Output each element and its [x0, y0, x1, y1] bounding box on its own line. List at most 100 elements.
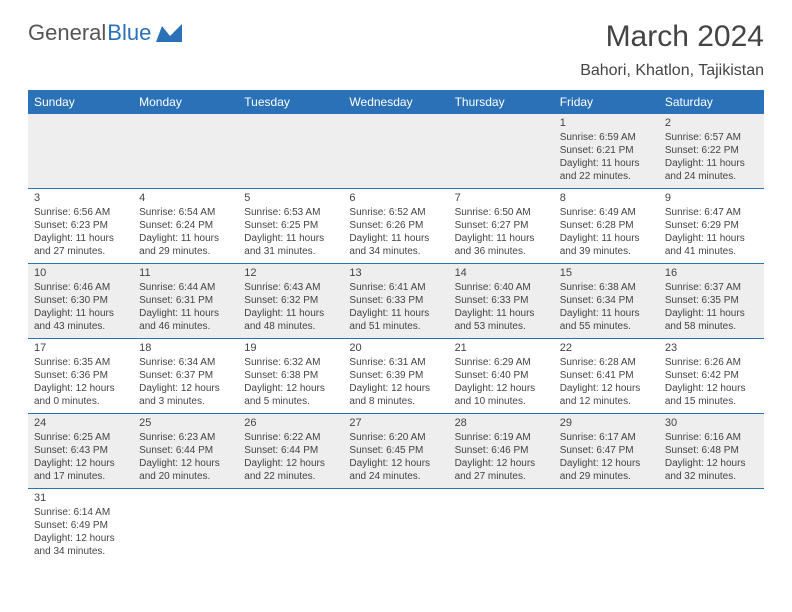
day-cell: 2Sunrise: 6:57 AMSunset: 6:22 PMDaylight…	[659, 114, 764, 189]
sunset-line: Sunset: 6:24 PM	[139, 219, 232, 232]
day-number: 18	[139, 341, 232, 355]
sunrise-line: Sunrise: 6:14 AM	[34, 506, 127, 519]
sunset-line: Sunset: 6:36 PM	[34, 369, 127, 382]
day-number: 9	[665, 191, 758, 205]
day-number: 21	[455, 341, 548, 355]
day-number: 20	[349, 341, 442, 355]
daylight-line: Daylight: 12 hours and 12 minutes.	[560, 382, 653, 408]
day-number: 11	[139, 266, 232, 280]
day-cell: 7Sunrise: 6:50 AMSunset: 6:27 PMDaylight…	[449, 189, 554, 264]
day-header: Tuesday	[238, 90, 343, 114]
day-number: 8	[560, 191, 653, 205]
day-number: 31	[34, 491, 127, 505]
day-cell: 8Sunrise: 6:49 AMSunset: 6:28 PMDaylight…	[554, 189, 659, 264]
sunset-line: Sunset: 6:41 PM	[560, 369, 653, 382]
day-number: 4	[139, 191, 232, 205]
sunset-line: Sunset: 6:43 PM	[34, 444, 127, 457]
sunset-line: Sunset: 6:33 PM	[349, 294, 442, 307]
sunrise-line: Sunrise: 6:38 AM	[560, 281, 653, 294]
day-cell: 22Sunrise: 6:28 AMSunset: 6:41 PMDayligh…	[554, 339, 659, 414]
sunset-line: Sunset: 6:23 PM	[34, 219, 127, 232]
daylight-line: Daylight: 12 hours and 34 minutes.	[34, 532, 127, 558]
day-cell: 17Sunrise: 6:35 AMSunset: 6:36 PMDayligh…	[28, 339, 133, 414]
day-number: 10	[34, 266, 127, 280]
sunrise-line: Sunrise: 6:32 AM	[244, 356, 337, 369]
week-row: 31Sunrise: 6:14 AMSunset: 6:49 PMDayligh…	[28, 489, 764, 564]
sunset-line: Sunset: 6:34 PM	[560, 294, 653, 307]
sunrise-line: Sunrise: 6:57 AM	[665, 131, 758, 144]
sunset-line: Sunset: 6:39 PM	[349, 369, 442, 382]
logo-text-1: General	[28, 20, 106, 46]
sunset-line: Sunset: 6:38 PM	[244, 369, 337, 382]
day-cell	[449, 489, 554, 564]
day-cell	[28, 114, 133, 189]
location: Bahori, Khatlon, Tajikistan	[580, 62, 764, 80]
sunset-line: Sunset: 6:47 PM	[560, 444, 653, 457]
sunset-line: Sunset: 6:32 PM	[244, 294, 337, 307]
month-title: March 2024	[580, 20, 764, 54]
logo-flag-icon	[156, 24, 182, 42]
day-number: 2	[665, 116, 758, 130]
day-header: Monday	[133, 90, 238, 114]
day-header: Saturday	[659, 90, 764, 114]
daylight-line: Daylight: 12 hours and 0 minutes.	[34, 382, 127, 408]
sunrise-line: Sunrise: 6:28 AM	[560, 356, 653, 369]
week-row: 24Sunrise: 6:25 AMSunset: 6:43 PMDayligh…	[28, 414, 764, 489]
day-cell: 13Sunrise: 6:41 AMSunset: 6:33 PMDayligh…	[343, 264, 448, 339]
sunrise-line: Sunrise: 6:37 AM	[665, 281, 758, 294]
day-number: 1	[560, 116, 653, 130]
week-row: 10Sunrise: 6:46 AMSunset: 6:30 PMDayligh…	[28, 264, 764, 339]
daylight-line: Daylight: 11 hours and 58 minutes.	[665, 307, 758, 333]
day-cell	[238, 114, 343, 189]
sunset-line: Sunset: 6:48 PM	[665, 444, 758, 457]
day-cell: 29Sunrise: 6:17 AMSunset: 6:47 PMDayligh…	[554, 414, 659, 489]
daylight-line: Daylight: 11 hours and 27 minutes.	[34, 232, 127, 258]
daylight-line: Daylight: 11 hours and 41 minutes.	[665, 232, 758, 258]
day-number: 15	[560, 266, 653, 280]
daylight-line: Daylight: 11 hours and 53 minutes.	[455, 307, 548, 333]
sunset-line: Sunset: 6:49 PM	[34, 519, 127, 532]
daylight-line: Daylight: 11 hours and 39 minutes.	[560, 232, 653, 258]
sunrise-line: Sunrise: 6:16 AM	[665, 431, 758, 444]
daylight-line: Daylight: 11 hours and 29 minutes.	[139, 232, 232, 258]
daylight-line: Daylight: 12 hours and 20 minutes.	[139, 457, 232, 483]
sunrise-line: Sunrise: 6:29 AM	[455, 356, 548, 369]
daylight-line: Daylight: 11 hours and 36 minutes.	[455, 232, 548, 258]
daylight-line: Daylight: 12 hours and 17 minutes.	[34, 457, 127, 483]
day-cell	[343, 114, 448, 189]
sunrise-line: Sunrise: 6:53 AM	[244, 206, 337, 219]
daylight-line: Daylight: 12 hours and 5 minutes.	[244, 382, 337, 408]
day-number: 19	[244, 341, 337, 355]
daylight-line: Daylight: 12 hours and 3 minutes.	[139, 382, 232, 408]
sunset-line: Sunset: 6:37 PM	[139, 369, 232, 382]
sunset-line: Sunset: 6:31 PM	[139, 294, 232, 307]
sunrise-line: Sunrise: 6:34 AM	[139, 356, 232, 369]
sunrise-line: Sunrise: 6:23 AM	[139, 431, 232, 444]
logo: GeneralBlue	[28, 20, 182, 46]
sunrise-line: Sunrise: 6:56 AM	[34, 206, 127, 219]
daylight-line: Daylight: 11 hours and 31 minutes.	[244, 232, 337, 258]
day-cell	[133, 114, 238, 189]
sunrise-line: Sunrise: 6:40 AM	[455, 281, 548, 294]
day-cell	[554, 489, 659, 564]
day-header: Friday	[554, 90, 659, 114]
daylight-line: Daylight: 11 hours and 34 minutes.	[349, 232, 442, 258]
sunrise-line: Sunrise: 6:47 AM	[665, 206, 758, 219]
sunrise-line: Sunrise: 6:50 AM	[455, 206, 548, 219]
sunset-line: Sunset: 6:26 PM	[349, 219, 442, 232]
day-cell: 31Sunrise: 6:14 AMSunset: 6:49 PMDayligh…	[28, 489, 133, 564]
sunset-line: Sunset: 6:25 PM	[244, 219, 337, 232]
day-cell: 27Sunrise: 6:20 AMSunset: 6:45 PMDayligh…	[343, 414, 448, 489]
day-cell: 28Sunrise: 6:19 AMSunset: 6:46 PMDayligh…	[449, 414, 554, 489]
day-cell	[133, 489, 238, 564]
day-cell: 6Sunrise: 6:52 AMSunset: 6:26 PMDaylight…	[343, 189, 448, 264]
day-number: 3	[34, 191, 127, 205]
sunrise-line: Sunrise: 6:31 AM	[349, 356, 442, 369]
daylight-line: Daylight: 11 hours and 22 minutes.	[560, 157, 653, 183]
sunrise-line: Sunrise: 6:20 AM	[349, 431, 442, 444]
sunrise-line: Sunrise: 6:17 AM	[560, 431, 653, 444]
daylight-line: Daylight: 12 hours and 15 minutes.	[665, 382, 758, 408]
day-cell	[343, 489, 448, 564]
day-number: 28	[455, 416, 548, 430]
sunset-line: Sunset: 6:21 PM	[560, 144, 653, 157]
